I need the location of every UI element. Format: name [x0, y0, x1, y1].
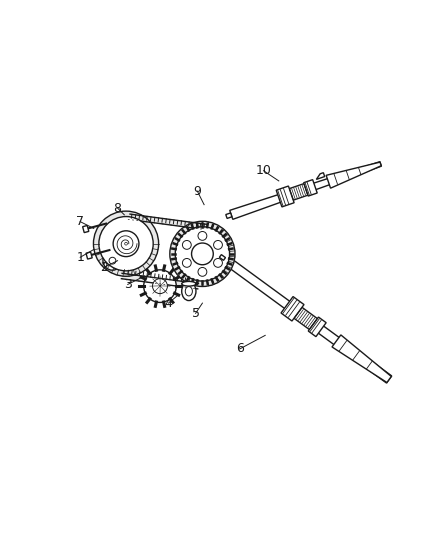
Circle shape [113, 231, 139, 256]
Text: 9: 9 [194, 184, 201, 198]
Circle shape [214, 259, 223, 267]
Circle shape [93, 211, 159, 276]
Circle shape [99, 216, 153, 271]
Polygon shape [281, 296, 304, 321]
Polygon shape [222, 255, 392, 383]
Polygon shape [326, 162, 381, 188]
Polygon shape [83, 225, 89, 232]
Circle shape [109, 257, 116, 264]
Text: 6: 6 [236, 342, 244, 356]
Polygon shape [316, 173, 325, 180]
Text: 8: 8 [113, 201, 122, 215]
Polygon shape [219, 255, 226, 260]
Text: 4: 4 [165, 296, 173, 310]
Circle shape [103, 251, 122, 270]
Text: 7: 7 [76, 215, 84, 228]
Text: 3: 3 [124, 278, 132, 291]
Ellipse shape [182, 282, 196, 301]
Polygon shape [304, 180, 317, 196]
Text: 1: 1 [76, 251, 84, 264]
Circle shape [182, 240, 191, 249]
Text: 2: 2 [100, 261, 108, 274]
Polygon shape [86, 252, 92, 259]
Circle shape [198, 268, 207, 276]
Circle shape [152, 279, 167, 294]
Circle shape [175, 227, 230, 281]
Polygon shape [294, 308, 318, 329]
Polygon shape [276, 186, 294, 207]
Polygon shape [230, 161, 381, 220]
Circle shape [214, 240, 223, 249]
Circle shape [144, 270, 176, 302]
Ellipse shape [182, 281, 196, 286]
Polygon shape [129, 214, 206, 230]
Polygon shape [289, 183, 308, 200]
Circle shape [125, 243, 127, 245]
Circle shape [191, 243, 213, 265]
Text: 5: 5 [191, 307, 200, 320]
Polygon shape [121, 273, 198, 289]
Polygon shape [308, 317, 326, 337]
Ellipse shape [185, 287, 192, 296]
Circle shape [182, 259, 191, 267]
Polygon shape [332, 335, 391, 383]
Polygon shape [226, 213, 232, 219]
Circle shape [198, 231, 207, 240]
Circle shape [170, 221, 235, 286]
Text: 10: 10 [256, 164, 272, 177]
